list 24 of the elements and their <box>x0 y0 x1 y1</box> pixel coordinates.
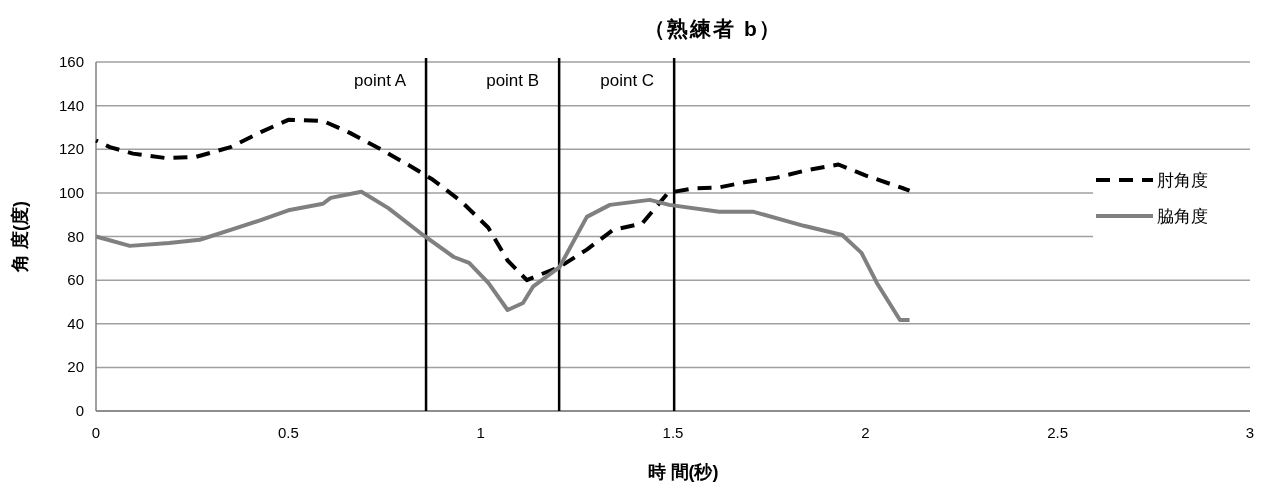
y-tick-label: 40 <box>67 314 84 332</box>
legend-label: 肘角度 <box>1157 171 1208 190</box>
x-tick-label: 0 <box>91 424 101 441</box>
ref-line-label: point B <box>486 71 540 90</box>
y-tick-label: 0 <box>75 402 84 419</box>
x-tick-label: 2.5 <box>1047 424 1069 441</box>
y-axis-title: 角 度(度) <box>10 201 30 273</box>
x-tick-label: 1 <box>476 424 485 441</box>
x-tick-label: 3 <box>1245 424 1255 441</box>
ref-line-label: point A <box>354 71 407 90</box>
y-tick-label: 160 <box>58 53 84 70</box>
y-tick-label: 100 <box>58 183 84 201</box>
y-tick-label: 120 <box>58 140 84 158</box>
y-tick-label: 60 <box>67 271 84 289</box>
legend-label: 脇角度 <box>1157 207 1208 226</box>
chart-title: （熟練者 b） <box>644 17 782 40</box>
x-tick-label: 0.5 <box>277 424 299 441</box>
x-tick-label: 1.5 <box>662 424 684 441</box>
y-tick-label: 20 <box>67 358 84 376</box>
y-tick-label: 140 <box>58 96 84 114</box>
y-tick-label: 80 <box>67 227 84 245</box>
x-tick-label: 2 <box>861 424 870 441</box>
ref-line-label: point C <box>600 71 655 90</box>
x-axis-title: 時 間(秒) <box>647 462 719 482</box>
